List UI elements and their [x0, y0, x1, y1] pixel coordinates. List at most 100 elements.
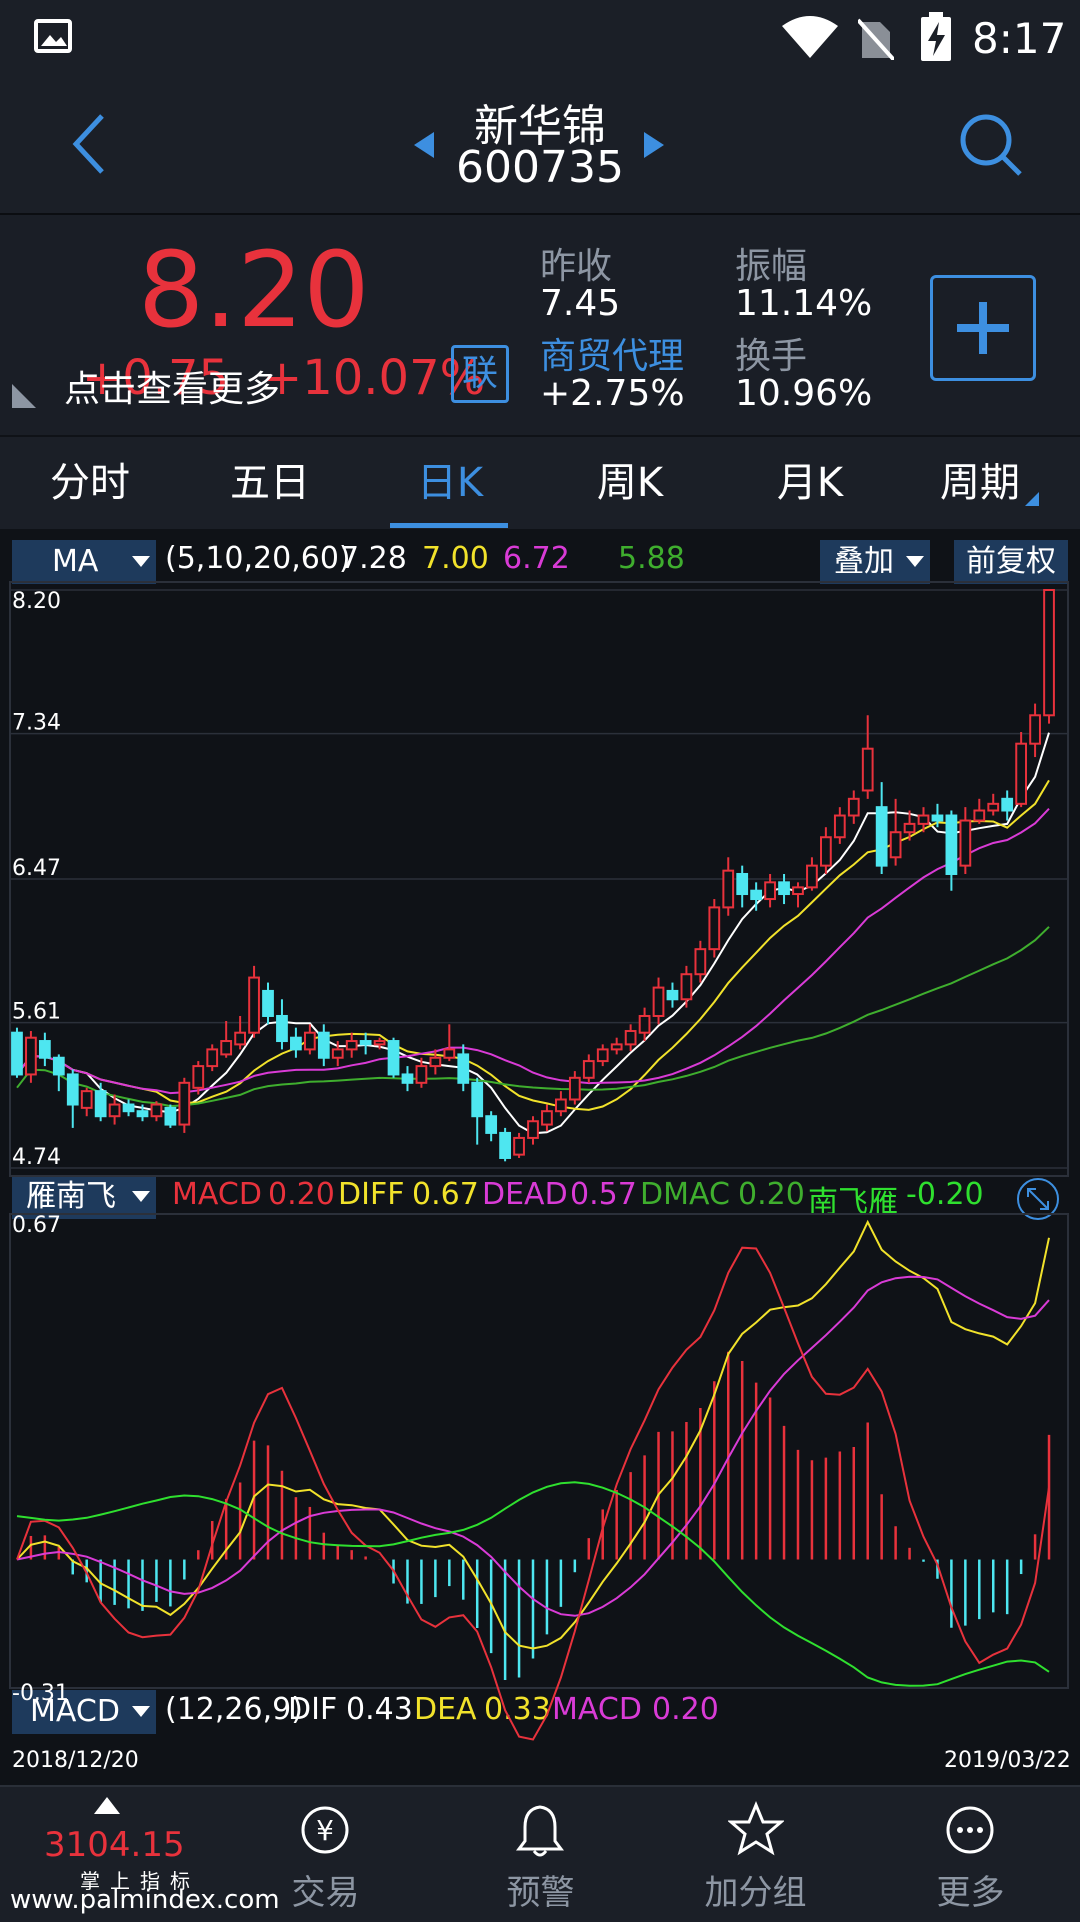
- amplitude-value: 11.14%: [735, 283, 873, 324]
- macd-selector[interactable]: MACD: [12, 1690, 156, 1734]
- view-more-link[interactable]: 点击查看更多: [64, 369, 281, 410]
- ind-diff-label: DIFF: [338, 1177, 405, 1212]
- candle-body: [178, 1081, 191, 1126]
- nav-alert[interactable]: 预警: [433, 1787, 648, 1922]
- candle-body: [833, 814, 846, 839]
- candle-body: [568, 1076, 581, 1101]
- active-tab-indicator: [390, 523, 508, 528]
- macd-dropdown-icon: [132, 1706, 150, 1717]
- candle-body: [555, 1098, 567, 1113]
- tab-monthly-k[interactable]: 月K: [776, 460, 844, 506]
- nav-add-group-label: 加分组: [704, 1873, 807, 1913]
- candle-body: [485, 1115, 498, 1134]
- candle-body: [220, 1040, 233, 1056]
- candle-body: [331, 1048, 344, 1059]
- nav-trade[interactable]: ¥ 交易: [218, 1787, 433, 1922]
- candle-body: [108, 1103, 121, 1118]
- candle-body: [959, 819, 972, 867]
- candle-body: [122, 1103, 135, 1113]
- ma20-value: 6.72: [503, 541, 570, 576]
- nanfeiyan-line: [16, 1481, 1050, 1687]
- indicator-selector[interactable]: 雁南飞: [12, 1175, 156, 1219]
- candle-body: [401, 1073, 414, 1084]
- trade-icon: ¥: [301, 1806, 349, 1854]
- linked-stocks-badge[interactable]: 联: [451, 345, 509, 403]
- candle-body: [1029, 714, 1041, 745]
- search-icon[interactable]: [958, 112, 1024, 178]
- diff-line: [16, 1219, 1050, 1650]
- tab-intraday[interactable]: 分时: [50, 460, 130, 506]
- candle-body: [303, 1031, 316, 1051]
- price-tick-label: 4.74: [12, 1145, 61, 1170]
- nav-add-group[interactable]: 加分组: [648, 1787, 863, 1922]
- sector-link[interactable]: 商贸代理: [540, 336, 685, 377]
- tab-period[interactable]: 周期: [940, 460, 1020, 506]
- candle-body: [527, 1120, 539, 1139]
- prev-stock-arrow-icon[interactable]: [412, 130, 436, 160]
- ind-dmac-label: DMAC: [640, 1177, 730, 1212]
- price-tick-label: 5.61: [12, 1000, 61, 1025]
- candle-body: [457, 1053, 470, 1084]
- candle-body: [248, 976, 260, 1034]
- candle-body: [931, 814, 944, 822]
- no-sim-icon: [858, 18, 894, 60]
- forward-adjust-button[interactable]: 前复权: [954, 540, 1068, 584]
- candle-body: [680, 973, 693, 1001]
- macd-dea-label: DEA: [414, 1692, 477, 1727]
- candle-body: [541, 1110, 553, 1126]
- candle-body: [150, 1103, 163, 1118]
- tab-weekly-k[interactable]: 周K: [596, 460, 664, 506]
- tab-five-day[interactable]: 五日: [230, 460, 310, 506]
- period-dropdown-icon: [1025, 492, 1039, 506]
- candle-body: [596, 1048, 609, 1063]
- overlay-button[interactable]: 叠加: [820, 540, 930, 584]
- price-change: +0.75: [82, 350, 230, 406]
- up-triangle-icon: [94, 1797, 120, 1814]
- gallery-notification-icon: [34, 19, 72, 53]
- tab-daily-k[interactable]: 日K: [416, 460, 484, 506]
- ma-params: (5,10,20,60): [165, 541, 351, 576]
- candle-body: [373, 1040, 386, 1046]
- candle-body: [638, 1014, 651, 1034]
- next-stock-arrow-icon[interactable]: [642, 130, 666, 160]
- back-arrow-icon[interactable]: [68, 112, 108, 176]
- candle-body: [345, 1040, 358, 1051]
- kline-chart[interactable]: 8.20 7.34 6.47 5.61 4.74 0.67 -0.31: [0, 530, 1080, 1785]
- macd-selector-label: MACD: [30, 1694, 120, 1729]
- ind-dead-label: DEAD: [482, 1177, 568, 1212]
- candle-body: [945, 814, 958, 875]
- ma-selector-label: MA: [52, 544, 99, 579]
- wifi-icon: [782, 16, 838, 58]
- ind-macd-value: 0.20: [268, 1177, 335, 1212]
- index-ticker[interactable]: 3104.15 掌上指标 www.palmindex.com: [0, 1787, 280, 1922]
- ind-nfy-value: -0.20: [906, 1177, 984, 1212]
- ma-selector[interactable]: MA: [12, 540, 156, 584]
- stock-header: 新华锦 600735: [0, 78, 1080, 215]
- svg-text:¥: ¥: [316, 1814, 334, 1847]
- turnover-label: 换手: [735, 336, 808, 377]
- period-tabs: 分时 五日 日K 周K 月K 周期: [0, 437, 1080, 529]
- add-watchlist-button[interactable]: [930, 275, 1036, 381]
- candle-body: [80, 1090, 93, 1109]
- candle-body: [764, 881, 776, 901]
- candle-body: [582, 1060, 595, 1079]
- turnover-value: 10.96%: [735, 373, 873, 414]
- expand-chart-icon[interactable]: [1016, 1177, 1060, 1221]
- price-tick-label: 6.47: [12, 856, 61, 881]
- candle-body: [94, 1090, 107, 1118]
- corner-triangle-icon: [12, 384, 36, 408]
- battery-charging-icon: [921, 12, 951, 61]
- ma60-line: [16, 926, 1050, 1108]
- candle-body: [164, 1106, 177, 1126]
- stock-code: 600735: [456, 142, 624, 193]
- candle-body: [973, 809, 986, 822]
- candle-body: [666, 989, 679, 1001]
- macd-dif-label: DIF: [288, 1692, 338, 1727]
- dead-line: [16, 1275, 1050, 1617]
- watermark-url: www.palmindex.com: [10, 1885, 280, 1915]
- price-tick-label: 8.20: [12, 589, 61, 614]
- candle-body: [624, 1030, 637, 1046]
- nav-alert-label: 预警: [506, 1873, 575, 1913]
- nav-more[interactable]: 更多: [863, 1787, 1078, 1922]
- ma10-value: 7.00: [422, 541, 489, 576]
